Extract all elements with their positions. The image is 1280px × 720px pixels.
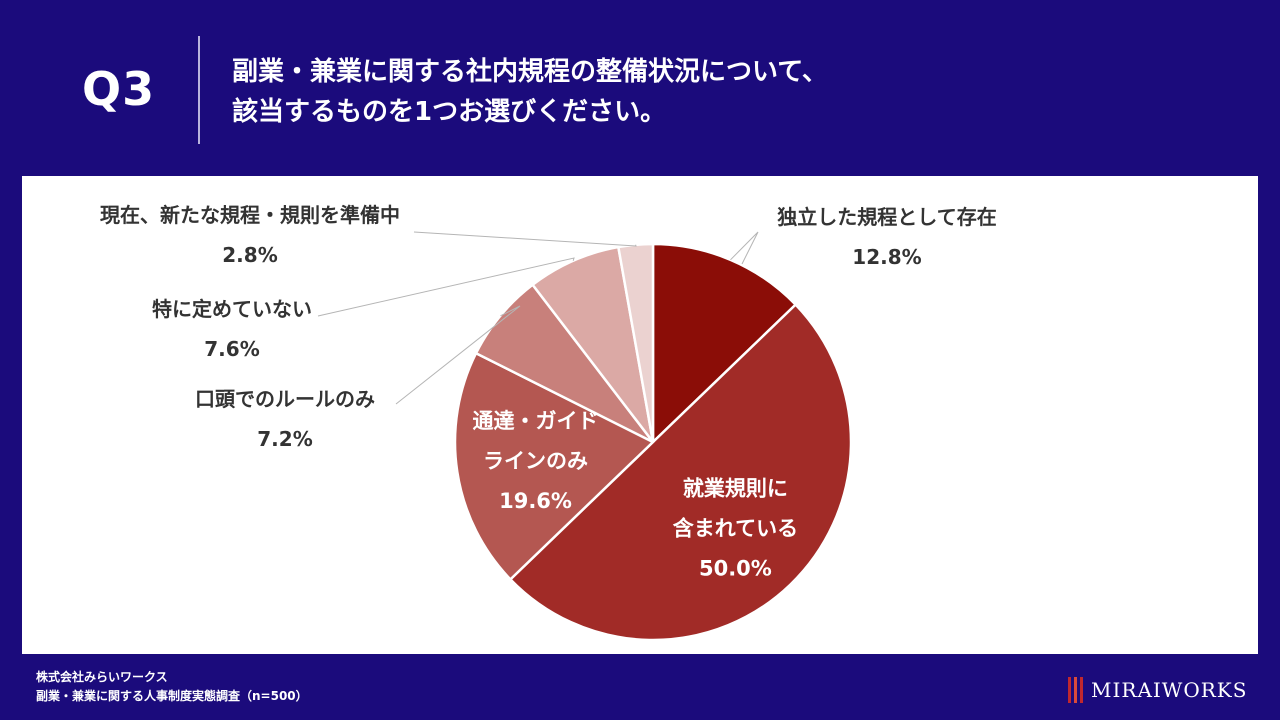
leader-line-5: [413, 231, 637, 247]
question-text: 副業・兼業に関する社内規程の整備状況について、 該当するものを1つお選びください…: [232, 52, 828, 132]
slice-value-label-2: 19.6%: [499, 489, 572, 513]
slice-category-label-2: ラインのみ: [483, 449, 588, 473]
header-divider: [198, 36, 200, 144]
footer-survey: 副業・兼業に関する人事制度実態調査（n=500）: [36, 689, 308, 703]
leader-line-3: [395, 305, 521, 405]
slice-category-label-4: 特に定めていない: [152, 297, 312, 321]
question-number: Q3: [82, 62, 156, 116]
slice-category-label-5: 現在、新たな規程・規則を準備中: [100, 203, 400, 227]
pie-slice-0: [651, 242, 798, 445]
slice-category-label-1: 就業規則に: [683, 477, 788, 501]
slice-category-label-0: 独立した規程として存在: [777, 205, 996, 229]
slice-category-label-3: 口頭でのルールのみ: [195, 387, 375, 411]
logo-mark-icon: [1068, 677, 1083, 703]
slice-value-label-1: 50.0%: [699, 557, 772, 581]
question-line-1: 副業・兼業に関する社内規程の整備状況について、: [232, 57, 828, 87]
pie-slice-2: [453, 351, 656, 582]
pie-slice-4: [530, 245, 655, 443]
leader-line-4: [317, 257, 575, 317]
slice-value-label-3: 7.2%: [257, 427, 312, 451]
slice-category-label-1: 含まれている: [673, 517, 798, 541]
footer-source: 株式会社みらいワークス 副業・兼業に関する人事制度実態調査（n=500）: [36, 668, 308, 706]
chart-panel: 独立した規程として存在 12.8% 就業規則に含まれている 50.0% 通達・ガイド ライ…: [22, 176, 1258, 654]
company-logo: MIRAIWORKS: [1068, 674, 1247, 706]
pie-slice-1: [508, 302, 852, 641]
footer-company: 株式会社みらいワークス: [36, 670, 168, 684]
logo-text: MIRAIWORKS: [1091, 678, 1248, 702]
slice-value-label-0: 12.8%: [852, 245, 921, 269]
question-line-2: 該当するものを1つお選びください。: [232, 97, 667, 127]
slice-value-label-5: 2.8%: [222, 243, 277, 267]
slice-value-label-4: 7.6%: [204, 337, 259, 361]
slice-category-label-2: 通達・ガイド: [473, 409, 599, 433]
leader-line-0: [730, 231, 759, 265]
pie-slice-5: [616, 242, 655, 443]
